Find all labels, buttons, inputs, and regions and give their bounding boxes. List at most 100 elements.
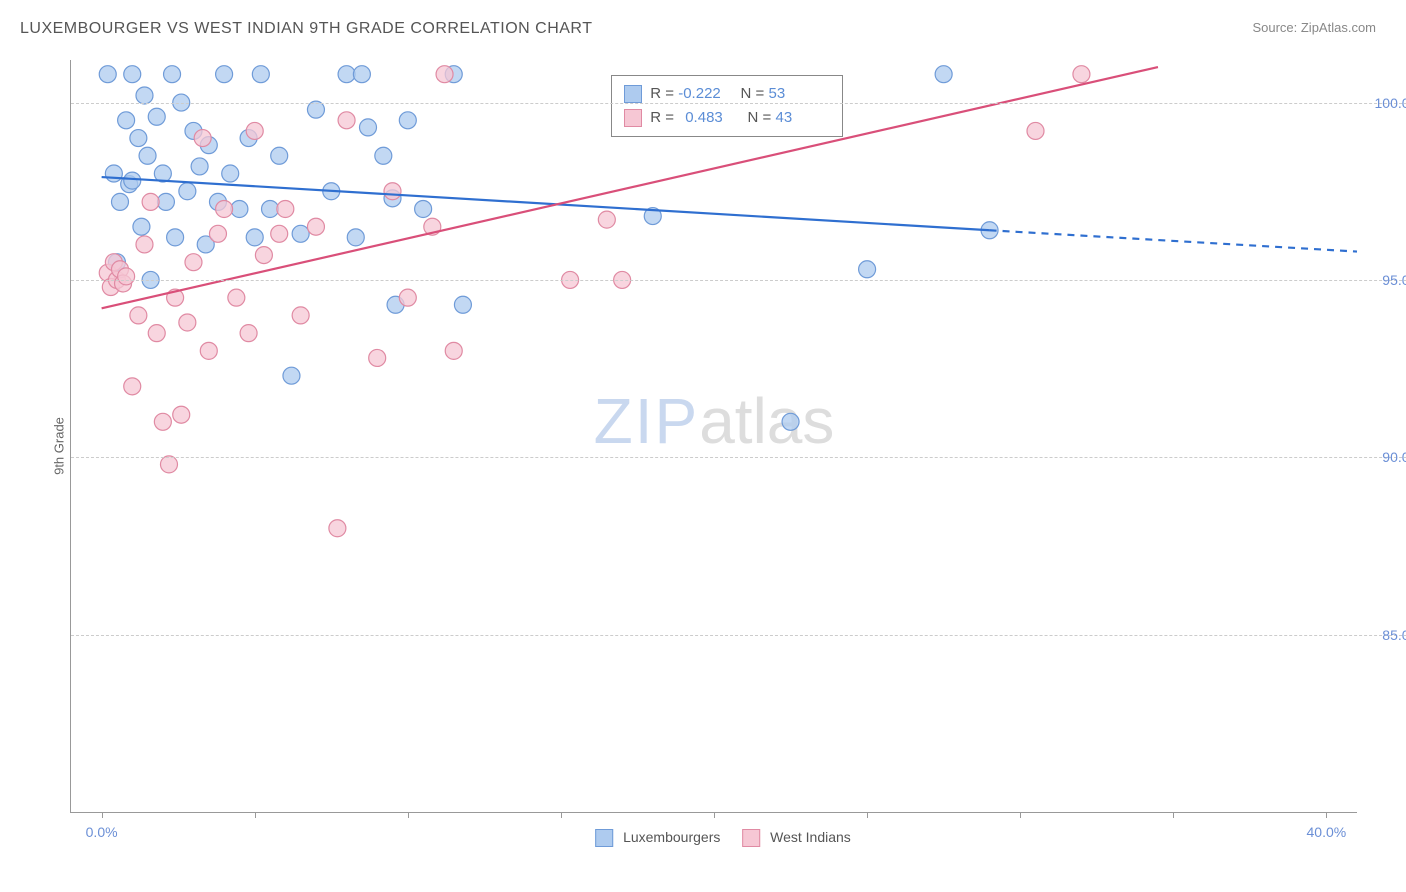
x-tick-label: 0.0%	[86, 824, 118, 840]
scatter-point	[124, 66, 141, 83]
scatter-point	[338, 66, 355, 83]
legend-swatch-luxembourgers	[624, 85, 642, 103]
scatter-point	[179, 314, 196, 331]
stat-r-wi: 0.483	[678, 106, 739, 130]
x-tick	[561, 812, 562, 818]
scatter-point	[105, 165, 122, 182]
bottom-legend: Luxembourgers West Indians	[577, 829, 851, 847]
scatter-point	[191, 158, 208, 175]
scatter-point	[1027, 122, 1044, 139]
scatter-point	[148, 325, 165, 342]
chart-container: LUXEMBOURGER VS WEST INDIAN 9TH GRADE CO…	[20, 20, 1386, 872]
y-tick-label: 100.0%	[1375, 95, 1406, 111]
bottom-label-lux: Luxembourgers	[623, 829, 720, 845]
scatter-point	[133, 218, 150, 235]
x-tick	[1326, 812, 1327, 818]
source-attribution: Source: ZipAtlas.com	[1252, 20, 1376, 35]
scatter-point	[292, 225, 309, 242]
scatter-point	[209, 225, 226, 242]
scatter-point	[148, 108, 165, 125]
scatter-point	[859, 261, 876, 278]
stat-label-r: R =	[650, 85, 678, 102]
scatter-point	[185, 254, 202, 271]
scatter-point	[118, 268, 135, 285]
x-tick	[1173, 812, 1174, 818]
scatter-point	[454, 296, 471, 313]
x-tick	[1020, 812, 1021, 818]
x-tick	[408, 812, 409, 818]
scatter-point	[136, 236, 153, 253]
chart-title: LUXEMBOURGER VS WEST INDIAN 9TH GRADE CO…	[20, 20, 1386, 38]
x-tick	[255, 812, 256, 818]
scatter-point	[338, 112, 355, 129]
scatter-point	[347, 229, 364, 246]
scatter-point	[167, 229, 184, 246]
scatter-point	[384, 183, 401, 200]
scatter-point	[271, 225, 288, 242]
scatter-point	[111, 193, 128, 210]
gridline-h	[71, 280, 1406, 281]
stat-label-n: N =	[736, 85, 768, 102]
stat-n-wi: 43	[776, 106, 830, 130]
gridline-h	[71, 457, 1406, 458]
bottom-label-wi: West Indians	[770, 829, 851, 845]
plot-svg	[71, 60, 1357, 812]
scatter-point	[277, 200, 294, 217]
scatter-point	[369, 349, 386, 366]
scatter-point	[399, 112, 416, 129]
bottom-swatch-westindians	[742, 829, 760, 847]
scatter-point	[246, 122, 263, 139]
trend-line-extrapolated	[990, 230, 1357, 251]
plot-area: ZIPatlas R = -0.222 N = 53 R = 0.483 N =…	[70, 60, 1357, 813]
scatter-point	[228, 289, 245, 306]
scatter-point	[160, 456, 177, 473]
y-tick-label: 95.0%	[1382, 272, 1406, 288]
y-tick-label: 85.0%	[1382, 627, 1406, 643]
scatter-point	[124, 172, 141, 189]
scatter-point	[262, 200, 279, 217]
scatter-point	[329, 520, 346, 537]
scatter-point	[240, 325, 257, 342]
scatter-point	[375, 147, 392, 164]
x-tick-label: 40.0%	[1307, 824, 1347, 840]
stat-label-n2: N =	[743, 109, 775, 126]
x-tick	[867, 812, 868, 818]
stat-label-r2: R =	[650, 109, 678, 126]
scatter-point	[598, 211, 615, 228]
scatter-point	[436, 66, 453, 83]
gridline-h	[71, 103, 1406, 104]
scatter-point	[136, 87, 153, 104]
scatter-point	[216, 66, 233, 83]
scatter-point	[255, 247, 272, 264]
scatter-point	[231, 200, 248, 217]
scatter-point	[130, 130, 147, 147]
scatter-point	[124, 378, 141, 395]
scatter-point	[399, 289, 416, 306]
scatter-point	[782, 413, 799, 430]
scatter-point	[415, 200, 432, 217]
scatter-point	[307, 218, 324, 235]
scatter-point	[271, 147, 288, 164]
scatter-point	[142, 193, 159, 210]
bottom-swatch-luxembourgers	[595, 829, 613, 847]
y-axis-label: 9th Grade	[51, 417, 66, 475]
scatter-point	[935, 66, 952, 83]
x-tick	[102, 812, 103, 818]
scatter-point	[164, 66, 181, 83]
scatter-point	[283, 367, 300, 384]
scatter-point	[179, 183, 196, 200]
scatter-point	[130, 307, 147, 324]
scatter-point	[445, 342, 462, 359]
legend-stats-box: R = -0.222 N = 53 R = 0.483 N = 43	[611, 75, 842, 137]
y-tick-label: 90.0%	[1382, 449, 1406, 465]
scatter-point	[118, 112, 135, 129]
scatter-point	[194, 130, 211, 147]
scatter-point	[360, 119, 377, 136]
scatter-point	[307, 101, 324, 118]
scatter-point	[246, 229, 263, 246]
legend-row-westindians: R = 0.483 N = 43	[624, 106, 829, 130]
scatter-point	[252, 66, 269, 83]
scatter-point	[99, 66, 116, 83]
scatter-point	[139, 147, 156, 164]
scatter-point	[173, 406, 190, 423]
